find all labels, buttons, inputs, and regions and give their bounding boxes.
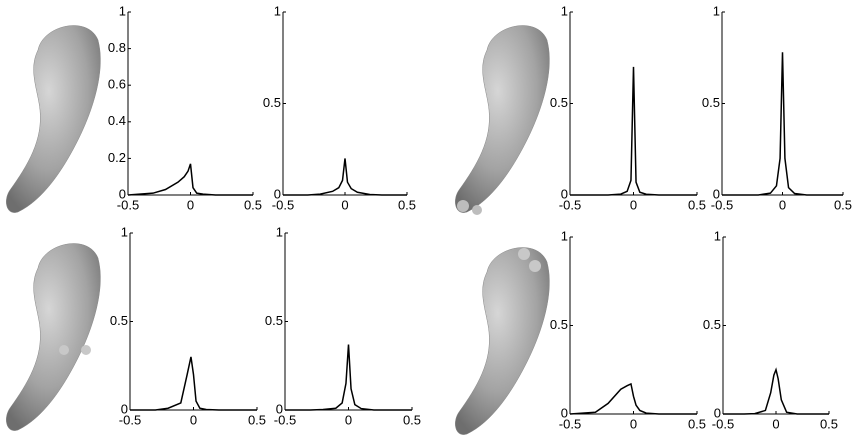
y-tick-label: 0 — [276, 401, 283, 416]
x-tick-label: 0.5 — [244, 197, 262, 212]
x-tick-label: -0.5 — [117, 197, 139, 212]
line — [723, 367, 829, 415]
y-tick-label: 0.6 — [108, 77, 126, 92]
line — [570, 66, 697, 196]
shape-image — [5, 243, 101, 432]
line — [569, 382, 697, 415]
shape-image — [454, 247, 550, 436]
y-tick-label: 1 — [714, 228, 721, 243]
x-tick-label: -0.5 — [119, 412, 141, 427]
shape-image — [454, 25, 550, 215]
x-tick-label: 0 — [341, 197, 348, 212]
line — [127, 163, 253, 196]
y-tick-label: 0 — [274, 186, 281, 201]
x-tick-label: -0.5 — [711, 197, 733, 212]
y-tick-label: 0 — [561, 405, 568, 420]
shape-image — [5, 25, 101, 214]
x-tick-label: 0.5 — [403, 412, 421, 427]
y-tick-label: 0 — [714, 405, 721, 420]
x-tick-label: -0.5 — [559, 416, 581, 431]
x-tick-label: 0.5 — [688, 197, 706, 212]
x-tick-label: 0.5 — [398, 197, 416, 212]
line — [285, 344, 412, 411]
y-tick-label: 1 — [276, 224, 283, 239]
y-tick-label: 0.5 — [703, 317, 721, 332]
y-tick-label: 1 — [561, 3, 568, 18]
y-tick-label: 0 — [561, 186, 568, 201]
x-tick-label: 0.5 — [820, 416, 838, 431]
y-tick-label: 0 — [713, 186, 720, 201]
x-tick-label: -0.5 — [272, 197, 294, 212]
y-tick-label: 1 — [561, 228, 568, 243]
x-tick-label: -0.5 — [712, 416, 734, 431]
y-tick-label: 0.5 — [263, 95, 281, 110]
x-tick-label: 0.5 — [248, 412, 266, 427]
y-tick-label: 0.2 — [108, 150, 126, 165]
x-tick-label: 0 — [345, 412, 352, 427]
x-tick-label: -0.5 — [559, 197, 581, 212]
y-tick-label: 0.5 — [550, 95, 568, 110]
x-tick-label: 0 — [772, 416, 779, 431]
x-tick-label: 0 — [630, 197, 637, 212]
x-tick-label: 0 — [779, 197, 786, 212]
x-tick-label: -0.5 — [274, 412, 296, 427]
line — [722, 52, 843, 196]
x-tick-label: 0.5 — [688, 416, 706, 431]
y-tick-label: 0.4 — [108, 113, 126, 128]
x-tick-label: 0 — [630, 416, 637, 431]
y-tick-label: 1 — [274, 3, 281, 18]
y-tick-label: 0.8 — [108, 40, 126, 55]
y-tick-label: 0 — [119, 186, 126, 201]
x-tick-label: 0 — [187, 197, 194, 212]
line — [283, 158, 407, 196]
y-tick-label: 0.5 — [265, 313, 283, 328]
x-tick-label: 0.5 — [834, 197, 852, 212]
y-tick-label: 0.5 — [550, 317, 568, 332]
line — [130, 356, 257, 411]
y-tick-label: 0.5 — [702, 95, 720, 110]
y-tick-label: 0 — [121, 401, 128, 416]
x-tick-label: 0 — [190, 412, 197, 427]
y-tick-label: 1 — [119, 3, 126, 18]
y-tick-label: 0.5 — [110, 313, 128, 328]
y-tick-label: 1 — [713, 3, 720, 18]
y-tick-label: 1 — [121, 224, 128, 239]
